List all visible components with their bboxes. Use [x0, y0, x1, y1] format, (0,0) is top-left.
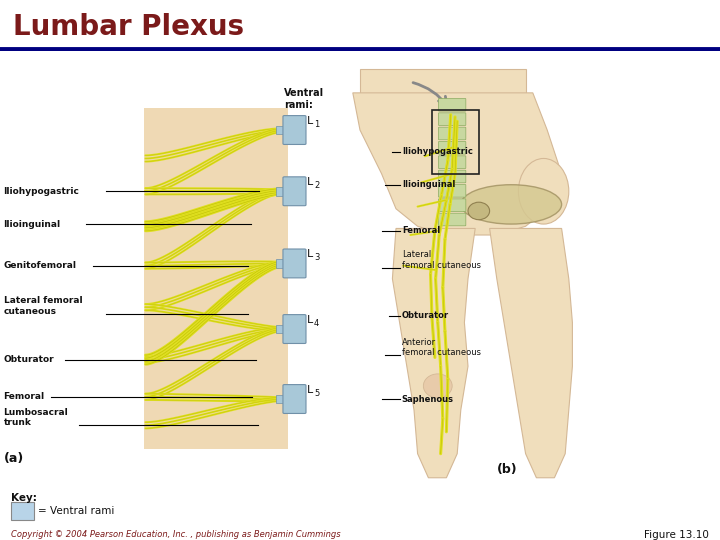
FancyBboxPatch shape	[283, 384, 306, 414]
FancyBboxPatch shape	[438, 98, 466, 111]
FancyBboxPatch shape	[283, 315, 306, 343]
Text: Ilioinguinal: Ilioinguinal	[402, 180, 455, 189]
FancyBboxPatch shape	[438, 185, 466, 197]
Ellipse shape	[518, 158, 569, 224]
Text: 2: 2	[314, 181, 319, 190]
Text: Ventral
rami:: Ventral rami:	[284, 89, 325, 110]
Ellipse shape	[468, 202, 490, 220]
Text: Anterior
femoral cutaneous: Anterior femoral cutaneous	[402, 338, 481, 357]
Polygon shape	[360, 69, 526, 95]
Text: Femoral: Femoral	[4, 393, 45, 401]
Text: Obturator: Obturator	[4, 355, 54, 364]
Bar	[276, 325, 284, 333]
FancyBboxPatch shape	[438, 156, 466, 168]
Text: Iliohypogastric: Iliohypogastric	[402, 147, 472, 157]
Bar	[276, 187, 284, 195]
Text: = Ventral rami: = Ventral rami	[38, 507, 114, 516]
FancyBboxPatch shape	[438, 113, 466, 125]
Text: Key:: Key:	[11, 494, 37, 503]
Text: Lateral femoral
cutaneous: Lateral femoral cutaneous	[4, 296, 82, 315]
Text: Saphenous: Saphenous	[402, 395, 454, 403]
Polygon shape	[490, 228, 572, 478]
Text: (b): (b)	[497, 463, 518, 476]
FancyBboxPatch shape	[438, 213, 466, 226]
Text: 4: 4	[314, 319, 319, 328]
Text: L: L	[307, 116, 313, 126]
FancyBboxPatch shape	[438, 127, 466, 140]
Text: Ilioinguinal: Ilioinguinal	[4, 220, 60, 228]
Text: 5: 5	[314, 389, 319, 398]
Text: Obturator: Obturator	[402, 312, 449, 320]
Bar	[11, 502, 34, 521]
FancyBboxPatch shape	[283, 177, 306, 206]
Ellipse shape	[461, 185, 562, 224]
Text: Femoral: Femoral	[402, 226, 440, 235]
Polygon shape	[353, 93, 562, 235]
Text: Iliohypogastric: Iliohypogastric	[4, 187, 79, 196]
Text: Genitofemoral: Genitofemoral	[4, 261, 76, 270]
Text: Figure 13.10: Figure 13.10	[644, 530, 709, 540]
Bar	[276, 395, 284, 403]
Text: L: L	[307, 249, 313, 259]
Text: L: L	[307, 177, 313, 187]
Ellipse shape	[423, 374, 452, 398]
Bar	[276, 259, 284, 268]
FancyBboxPatch shape	[283, 249, 306, 278]
Text: 3: 3	[314, 253, 319, 262]
FancyBboxPatch shape	[438, 141, 466, 154]
Text: (a): (a)	[4, 451, 24, 464]
Bar	[144, 108, 288, 449]
Text: Lumbosacral
trunk: Lumbosacral trunk	[4, 408, 68, 427]
Polygon shape	[392, 228, 475, 478]
Text: L: L	[307, 315, 313, 325]
Bar	[276, 126, 284, 134]
FancyBboxPatch shape	[438, 170, 466, 183]
Text: Lumbar Plexus: Lumbar Plexus	[13, 13, 244, 41]
Text: L: L	[307, 384, 313, 395]
Bar	[432, 110, 479, 174]
FancyBboxPatch shape	[283, 116, 306, 145]
Text: Lateral
femoral cutaneous: Lateral femoral cutaneous	[402, 250, 481, 269]
Text: Copyright © 2004 Pearson Education, Inc. , publishing as Benjamin Cummings: Copyright © 2004 Pearson Education, Inc.…	[11, 530, 341, 539]
Text: 1: 1	[314, 120, 319, 129]
FancyBboxPatch shape	[438, 199, 466, 212]
